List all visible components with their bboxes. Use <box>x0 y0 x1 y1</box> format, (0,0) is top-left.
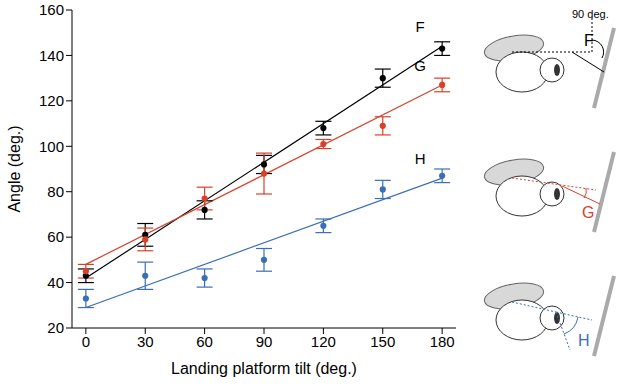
svg-text:H: H <box>415 150 426 167</box>
svg-text:100: 100 <box>39 138 64 155</box>
svg-text:120: 120 <box>311 333 336 350</box>
svg-text:F: F <box>416 18 425 35</box>
svg-text:Landing platform tilt (deg.): Landing platform tilt (deg.) <box>171 360 357 377</box>
svg-text:Angle (deg.): Angle (deg.) <box>6 125 23 212</box>
svg-text:G: G <box>582 204 594 221</box>
svg-text:140: 140 <box>39 47 64 64</box>
svg-text:150: 150 <box>370 333 395 350</box>
svg-text:90 deg.: 90 deg. <box>572 8 609 20</box>
svg-text:H: H <box>578 332 590 349</box>
svg-text:160: 160 <box>39 1 64 18</box>
svg-text:20: 20 <box>47 319 64 336</box>
svg-text:30: 30 <box>137 333 154 350</box>
svg-text:90: 90 <box>256 333 273 350</box>
svg-text:120: 120 <box>39 92 64 109</box>
svg-text:60: 60 <box>47 228 64 245</box>
svg-text:40: 40 <box>47 274 64 291</box>
svg-text:F: F <box>584 32 594 49</box>
svg-text:60: 60 <box>196 333 213 350</box>
svg-text:0: 0 <box>82 333 90 350</box>
svg-text:80: 80 <box>47 183 64 200</box>
svg-text:G: G <box>414 57 426 74</box>
svg-text:180: 180 <box>430 333 455 350</box>
